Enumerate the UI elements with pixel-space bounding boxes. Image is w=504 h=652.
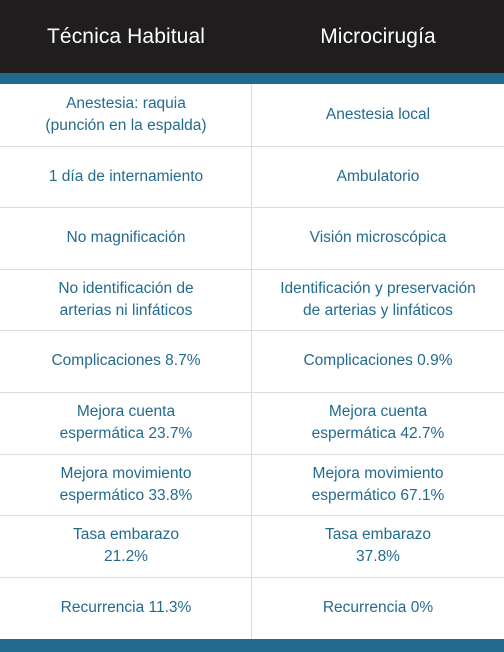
cell-text: No identificación de arterias ni linfáti… <box>58 279 194 319</box>
cell-text: Visión microscópica <box>309 229 447 246</box>
table-row: Anestesia: raquia (punción en la espalda… <box>0 84 504 146</box>
cell-text: Anestesia local <box>325 106 431 123</box>
cell-text: 1 día de internamiento <box>48 167 204 185</box>
cell-text: Complicaciones 8.7% <box>51 352 201 369</box>
cell-microcirugia: Mejora cuenta espermática 42.7% <box>252 392 504 454</box>
cell-text: Identificación y preservación de arteria… <box>280 279 476 319</box>
cell-tecnica-habitual: No identificación de arterias ni linfáti… <box>0 269 252 330</box>
table-row: 1 día de internamiento Ambulatorio <box>0 146 504 207</box>
cell-microcirugia: Identificación y preservación de arteria… <box>252 269 504 330</box>
cell-microcirugia: Anestesia local <box>252 84 504 146</box>
cell-tecnica-habitual: Complicaciones 8.7% <box>0 330 252 392</box>
cell-text: Recurrencia 0% <box>322 599 434 616</box>
row-divider <box>0 454 504 455</box>
table-row: No identificación de arterias ni linfáti… <box>0 269 504 330</box>
cell-tecnica-habitual: No magnificación <box>0 207 252 269</box>
row-divider <box>0 577 504 578</box>
cell-microcirugia: Tasa embarazo 37.8% <box>252 515 504 577</box>
table-row: Recurrencia 11.3% Recurrencia 0% <box>0 577 504 639</box>
bottom-accent-band <box>0 639 504 652</box>
cell-microcirugia: Visión microscópica <box>252 207 504 269</box>
header-col-tecnica-habitual: Técnica Habitual <box>46 24 205 48</box>
column-divider <box>251 84 252 639</box>
cell-text: Anestesia: raquia (punción en la espalda… <box>45 95 207 134</box>
cell-text: No magnificación <box>66 229 186 246</box>
cell-text: Ambulatorio <box>336 167 420 185</box>
cell-text: Mejora cuenta espermática 23.7% <box>59 403 193 442</box>
cell-text: Recurrencia 11.3% <box>60 599 192 616</box>
cell-text: Tasa embarazo 37.8% <box>325 526 431 565</box>
table-row: Mejora cuenta espermática 23.7% Mejora cu… <box>0 392 504 454</box>
cell-tecnica-habitual: Anestesia: raquia (punción en la espalda… <box>0 84 252 146</box>
row-divider <box>0 269 504 270</box>
row-divider <box>0 392 504 393</box>
table-row: Tasa embarazo 21.2% Tasa embarazo 37.8% <box>0 515 504 577</box>
header-col-microcirugia: Microcirugía <box>320 24 436 48</box>
cell-tecnica-habitual: Mejora cuenta espermática 23.7% <box>0 392 252 454</box>
cell-text: Mejora movimiento espermático 33.8% <box>59 464 193 504</box>
cell-microcirugia: Complicaciones 0.9% <box>252 330 504 392</box>
row-divider <box>0 146 504 147</box>
comparison-table: Anestesia: raquia (punción en la espalda… <box>0 84 504 639</box>
cell-text: Tasa embarazo 21.2% <box>73 526 179 565</box>
row-divider <box>0 515 504 516</box>
cell-tecnica-habitual: 1 día de internamiento <box>0 146 252 207</box>
top-accent-band <box>0 73 504 84</box>
row-divider <box>0 207 504 208</box>
cell-text: Mejora cuenta espermática 42.7% <box>311 403 445 442</box>
row-divider <box>0 330 504 331</box>
table-header: Técnica Habitual Microcirugía <box>0 0 504 73</box>
cell-tecnica-habitual: Mejora movimiento espermático 33.8% <box>0 454 252 515</box>
cell-microcirugia: Ambulatorio <box>252 146 504 207</box>
cell-microcirugia: Recurrencia 0% <box>252 577 504 639</box>
table-row: Mejora movimiento espermático 33.8% Mejor… <box>0 454 504 515</box>
table-row: No magnificación Visión microscópica <box>0 207 504 269</box>
cell-text: Complicaciones 0.9% <box>303 352 453 369</box>
cell-text: Mejora movimiento espermático 67.1% <box>311 464 445 504</box>
cell-microcirugia: Mejora movimiento espermático 67.1% <box>252 454 504 515</box>
cell-tecnica-habitual: Tasa embarazo 21.2% <box>0 515 252 577</box>
cell-tecnica-habitual: Recurrencia 11.3% <box>0 577 252 639</box>
table-row: Complicaciones 8.7% Complicaciones 0.9% <box>0 330 504 392</box>
